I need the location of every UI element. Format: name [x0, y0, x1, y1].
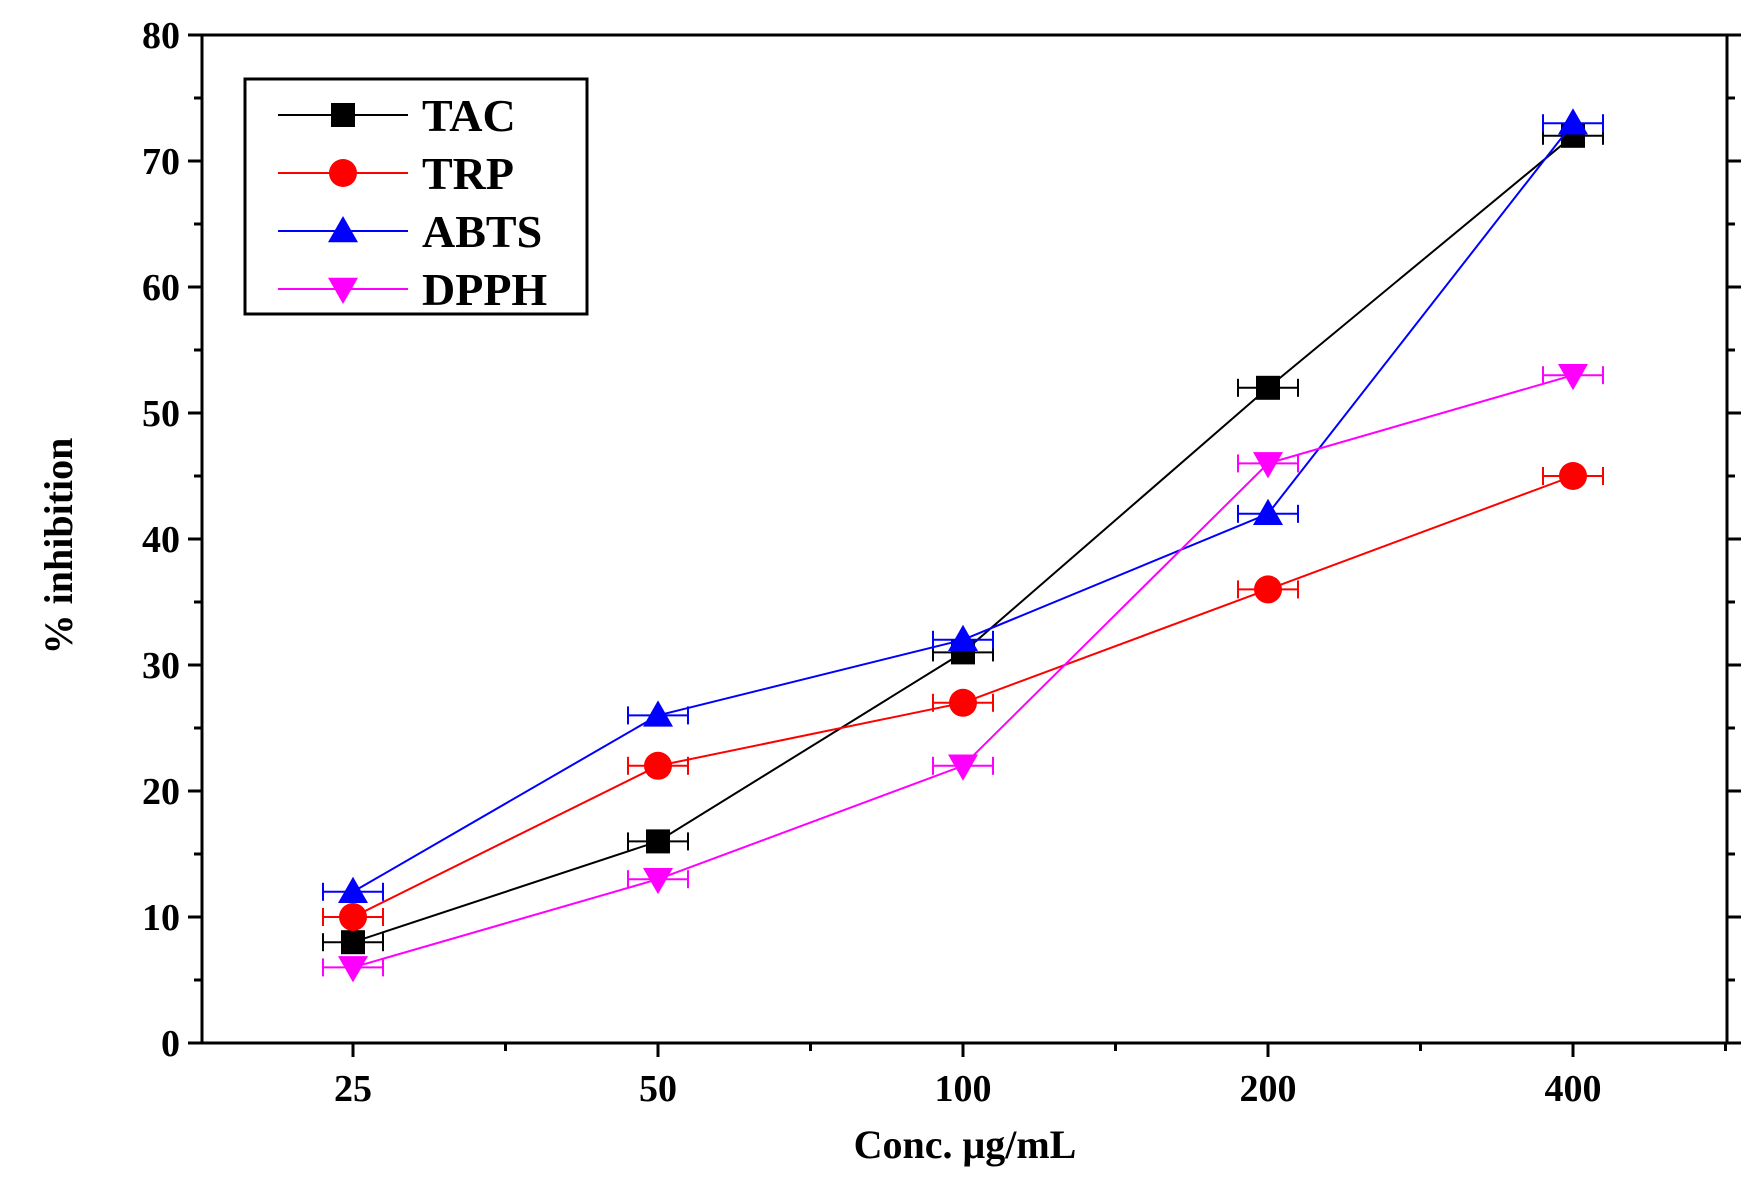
data-point-trp — [949, 688, 977, 717]
x-tick-label: 25 — [334, 1068, 372, 1110]
y-tick-label: 0 — [161, 1023, 180, 1065]
data-point-tac — [341, 930, 365, 955]
legend-label-dpph: DPPH — [422, 264, 547, 315]
legend-marker-abts — [328, 216, 358, 243]
data-point-dpph — [338, 956, 368, 983]
data-point-abts — [948, 624, 978, 652]
legend-marker-trp — [329, 159, 357, 187]
legend-entry-tac: TAC — [278, 90, 516, 141]
data-point-trp — [1254, 575, 1282, 604]
x-tick-label: 100 — [935, 1068, 992, 1110]
legend-marker-tac — [331, 103, 355, 127]
data-point-trp — [1559, 462, 1587, 490]
y-tick-label: 50 — [142, 393, 180, 435]
series-layer — [322, 108, 1604, 983]
data-point-dpph — [643, 867, 673, 895]
series-dpph — [322, 363, 1604, 983]
y-tick-label: 70 — [142, 141, 180, 183]
legend-entries: TAC TRP ABTS DPPH — [278, 90, 547, 315]
data-point-trp — [339, 903, 367, 931]
legend-marker-dpph — [328, 277, 358, 304]
y-axis: 0 10 20 30 40 50 60 70 80 — [142, 15, 1741, 1065]
legend-entry-trp: TRP — [278, 148, 514, 199]
legend-box — [243, 77, 589, 316]
x-tick-label: 200 — [1240, 1068, 1297, 1110]
y-tick-label: 40 — [142, 519, 180, 561]
series-trp — [322, 462, 1604, 931]
data-point-dpph — [1558, 363, 1588, 391]
legend-label-trp: TRP — [422, 148, 514, 199]
x-axis: 25 50 100 200 400 — [334, 1043, 1727, 1110]
legend: TAC TRP ABTS DPPH — [243, 77, 589, 316]
legend-entry-abts: ABTS — [278, 206, 542, 257]
data-point-abts — [338, 876, 368, 904]
data-point-abts — [643, 700, 673, 727]
x-tick-label: 400 — [1545, 1068, 1602, 1110]
data-point-abts — [1558, 108, 1588, 135]
series-line-dpph — [352, 374, 1574, 969]
legend-entry-dpph: DPPH — [278, 264, 547, 315]
legend-label-abts: ABTS — [422, 206, 542, 257]
series-abts — [322, 108, 1604, 904]
y-tick-label: 60 — [142, 267, 180, 309]
y-tick-label: 30 — [142, 645, 180, 687]
x-tick-label: 50 — [639, 1068, 677, 1110]
y-tick-label: 20 — [142, 771, 180, 813]
y-axis-label: % inhibition — [36, 438, 81, 655]
y-tick-label: 10 — [142, 897, 180, 939]
y-tick-label: 80 — [142, 15, 180, 57]
series-tac — [322, 123, 1604, 955]
data-point-dpph — [948, 754, 978, 781]
data-point-trp — [644, 751, 672, 780]
data-point-tac — [646, 829, 670, 854]
data-point-abts — [1253, 498, 1283, 526]
legend-label-tac: TAC — [422, 90, 516, 141]
data-point-tac — [1256, 375, 1280, 400]
data-point-dpph — [1253, 452, 1283, 479]
x-axis-label: Conc. μg/mL — [854, 1122, 1077, 1167]
